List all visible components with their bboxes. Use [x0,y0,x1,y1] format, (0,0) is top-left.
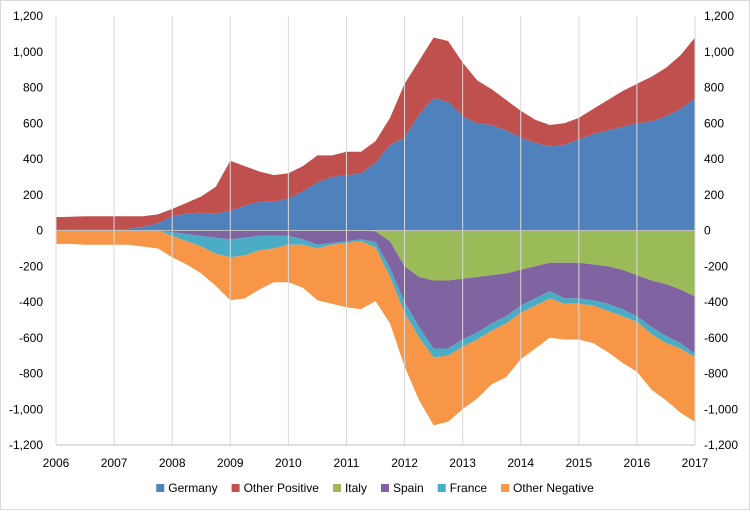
legend-swatch-germany [156,484,165,492]
legend-swatch-france [437,484,446,492]
x-tick-label: 2014 [507,456,534,470]
y-tick-label-left: -1,000 [9,402,43,416]
y-tick-label-right: 800 [704,81,724,95]
y-tick-label-right: 1,000 [704,45,734,59]
y-tick-label-right: 600 [704,116,724,130]
y-tick-label-right: -200 [704,259,728,273]
y-tick-label-left: 0 [36,224,43,238]
y-tick-label-left: -400 [19,295,43,309]
y-tick-label-left: 800 [23,81,43,95]
area-other-positive [56,37,695,230]
y-tick-label-right: -600 [704,331,728,345]
area-other-negative [56,230,695,426]
legend-swatch-other-positive [231,484,240,492]
y-tick-label-left: -800 [19,367,43,381]
y-tick-label-right: 1,200 [704,9,734,23]
y-tick-label-left: 400 [23,152,43,166]
area-spain [56,230,695,354]
y-tick-label-left: 600 [23,116,43,130]
area-italy [56,230,695,297]
y-tick-label-right: 0 [704,224,711,238]
axes-layer: -1,200 -1,200 -1,000 -1,000 -800 -800 -600 -600… [9,9,738,470]
y-tick-label-right: -800 [704,367,728,381]
legend-swatch-spain [380,484,389,492]
x-tick-label: 2006 [43,456,70,470]
y-tick-label-right: 200 [704,188,724,202]
legend-label-other-negative: Other Negative [513,481,594,495]
y-tick-label-right: -1,000 [704,402,738,416]
x-tick-label: 2017 [682,456,709,470]
y-tick-label-right: -400 [704,295,728,309]
x-tick-label: 2009 [217,456,244,470]
x-tick-label: 2010 [275,456,302,470]
x-tick-label: 2013 [449,456,476,470]
legend-label-other-positive: Other Positive [244,481,320,495]
y-tick-label-right: 400 [704,152,724,166]
y-tick-label-left: 1,000 [13,45,43,59]
x-tick-label: 2012 [391,456,418,470]
x-tick-label: 2008 [159,456,186,470]
x-tick-label: 2007 [101,456,128,470]
legend-label-france: France [450,481,488,495]
y-tick-label-left: -600 [19,331,43,345]
y-tick-label-left: -200 [19,259,43,273]
x-tick-label: 2016 [624,456,651,470]
y-tick-label-left: 1,200 [13,9,43,23]
legend-label-spain: Spain [393,481,424,495]
legend-swatch-other-negative [501,484,510,492]
x-tick-label: 2015 [565,456,592,470]
legend-label-germany: Germany [168,481,217,495]
area-germany [56,98,695,231]
legend-swatch-italy [332,484,341,492]
x-tick-label: 2011 [334,456,360,470]
legend-label-italy: Italy [345,481,367,495]
y-tick-label-left: 200 [23,188,43,202]
y-tick-label-left: -1,200 [9,438,43,452]
areas-layer [56,37,695,426]
legend: Germany Other Positive Italy Spain France Oth… [156,481,594,495]
y-tick-label-right: -1,200 [704,438,738,452]
